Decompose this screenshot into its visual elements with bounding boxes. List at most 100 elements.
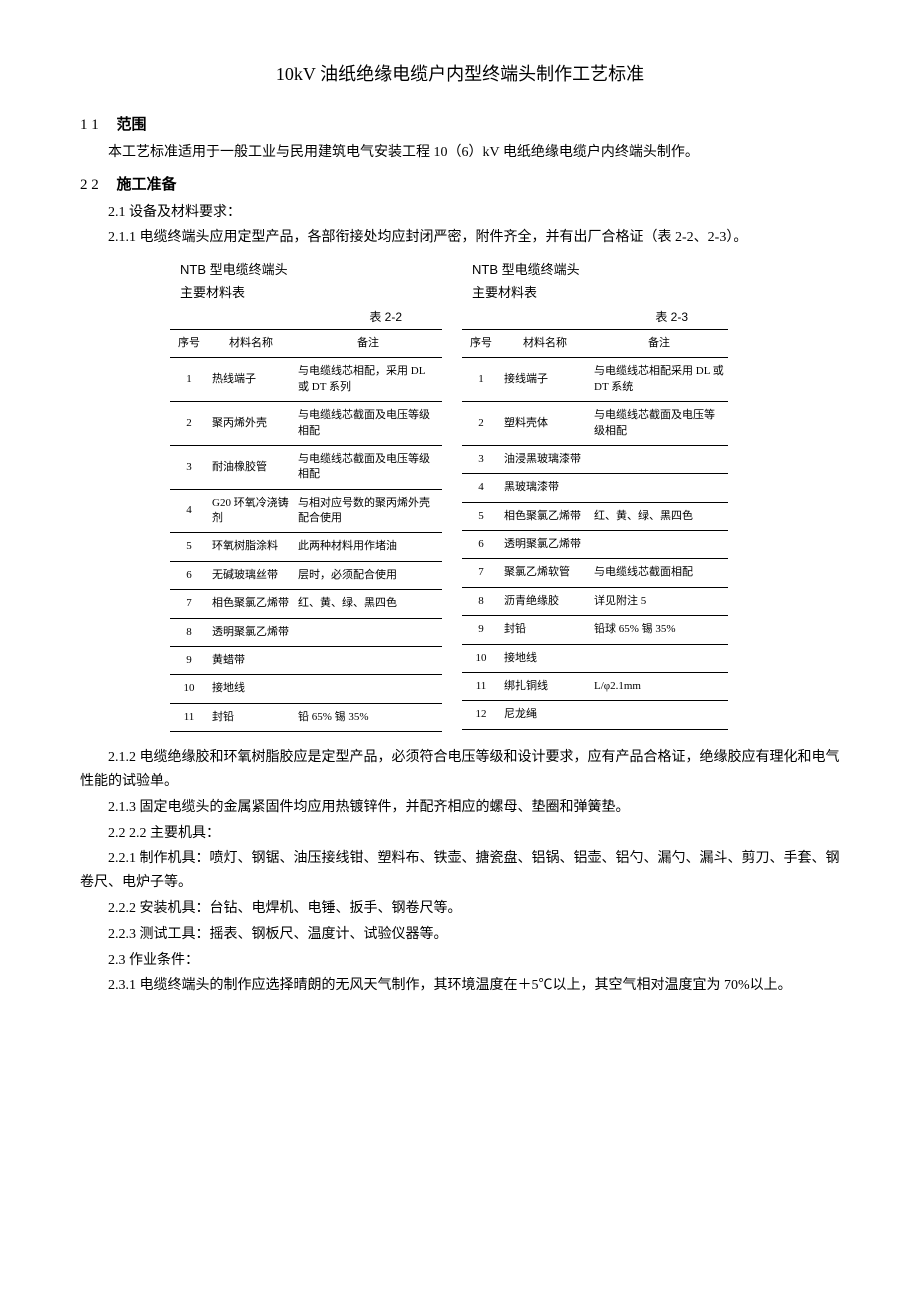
- table-cell-index: 6: [170, 561, 208, 589]
- table-cell-name: 接线端子: [500, 358, 590, 402]
- table-cell-index: 4: [462, 474, 500, 502]
- table-cell-name: 相色聚氯乙烯带: [500, 502, 590, 530]
- table-cell-index: 5: [170, 533, 208, 561]
- table-cell-index: 9: [170, 647, 208, 675]
- table-cell-note: 铅 65% 锡 35%: [294, 703, 442, 731]
- section-1-num: 1 1: [80, 117, 99, 133]
- table-cell-index: 6: [462, 531, 500, 559]
- table-header-cell: 序号: [170, 329, 208, 357]
- table-cell-name: 相色聚氯乙烯带: [208, 590, 294, 618]
- sec1-p1: 本工艺标准适用于一般工业与民用建筑电气安装工程 10（6）kV 电纸绝缘电缆户内…: [80, 141, 840, 165]
- post-p231: 2.3.1 电缆终端头的制作应选择晴朗的无风天气制作，其环境温度在＋5℃以上，其…: [80, 974, 840, 998]
- table-cell-index: 9: [462, 616, 500, 644]
- table-a-title: NTB 型电缆终端头: [180, 260, 442, 281]
- table-cell-index: 2: [170, 402, 208, 446]
- table-a: 序号 材料名称 备注 1热线端子与电缆线芯相配，采用 DL 或 DT 系列2聚丙…: [170, 329, 442, 732]
- table-row: 3耐油橡胶管与电缆线芯截面及电压等级相配: [170, 445, 442, 489]
- table-cell-note: 与电缆线芯截面相配: [590, 559, 728, 587]
- table-cell-index: 7: [170, 590, 208, 618]
- table-a-subtitle: 主要材料表: [180, 283, 442, 304]
- table-b-block: NTB 型电缆终端头 主要材料表 表 2-3 序号 材料名称 备注 1接线端子与…: [462, 260, 728, 732]
- table-cell-index: 3: [170, 445, 208, 489]
- table-row: 序号 材料名称 备注: [170, 329, 442, 357]
- table-row: 8透明聚氯乙烯带: [170, 618, 442, 646]
- table-cell-index: 11: [462, 673, 500, 701]
- tables-container: NTB 型电缆终端头 主要材料表 表 2-2 序号 材料名称 备注 1热线端子与…: [170, 260, 840, 732]
- table-cell-index: 2: [462, 402, 500, 446]
- table-cell-note: 与电缆线芯截面及电压等级相配: [590, 402, 728, 446]
- table-cell-name: 绑扎铜线: [500, 673, 590, 701]
- table-cell-index: 12: [462, 701, 500, 729]
- table-cell-index: 4: [170, 489, 208, 533]
- table-cell-name: 热线端子: [208, 358, 294, 402]
- table-cell-name: 尼龙绳: [500, 701, 590, 729]
- table-row: 4G20 环氧冷浇铸剂与相对应号数的聚丙烯外壳配合使用: [170, 489, 442, 533]
- table-row: 5相色聚氯乙烯带红、黄、绿、黑四色: [462, 502, 728, 530]
- table-cell-note: 与电缆线芯截面及电压等级相配: [294, 402, 442, 446]
- table-row: 7聚氯乙烯软管与电缆线芯截面相配: [462, 559, 728, 587]
- table-header-cell: 材料名称: [208, 329, 294, 357]
- table-row: 2聚丙烯外壳与电缆线芯截面及电压等级相配: [170, 402, 442, 446]
- table-row: 8沥青绝缘胶详见附注 5: [462, 587, 728, 615]
- table-row: 1接线端子与电缆线芯相配采用 DL 或 DT 系统: [462, 358, 728, 402]
- post-p23: 2.3 作业条件：: [80, 949, 840, 973]
- table-cell-name: 塑料壳体: [500, 402, 590, 446]
- post-p22: 2.2 2.2 主要机具：: [80, 822, 840, 846]
- table-cell-name: 聚丙烯外壳: [208, 402, 294, 446]
- table-cell-index: 10: [170, 675, 208, 703]
- table-cell-index: 8: [462, 587, 500, 615]
- table-cell-note: 红、黄、绿、黑四色: [294, 590, 442, 618]
- table-cell-note: 红、黄、绿、黑四色: [590, 502, 728, 530]
- table-row: 7相色聚氯乙烯带红、黄、绿、黑四色: [170, 590, 442, 618]
- table-cell-name: 封铅: [500, 616, 590, 644]
- table-cell-note: [590, 701, 728, 729]
- table-cell-note: [590, 644, 728, 672]
- table-cell-name: 接地线: [500, 644, 590, 672]
- sec2-p21: 2.1 设备及材料要求：: [80, 201, 840, 225]
- table-cell-note: [590, 474, 728, 502]
- table-row: 2塑料壳体与电缆线芯截面及电压等级相配: [462, 402, 728, 446]
- table-cell-index: 11: [170, 703, 208, 731]
- table-cell-index: 1: [170, 358, 208, 402]
- table-cell-name: 耐油橡胶管: [208, 445, 294, 489]
- table-cell-note: [294, 618, 442, 646]
- table-header-cell: 序号: [462, 329, 500, 357]
- table-cell-note: 此两种材料用作堵油: [294, 533, 442, 561]
- table-cell-name: 聚氯乙烯软管: [500, 559, 590, 587]
- table-row: 10接地线: [462, 644, 728, 672]
- table-cell-note: [590, 445, 728, 473]
- table-cell-note: [294, 647, 442, 675]
- table-row: 序号 材料名称 备注: [462, 329, 728, 357]
- post-p221: 2.2.1 制作机具：喷灯、钢锯、油压接线钳、塑料布、铁壶、搪瓷盘、铝锅、铝壶、…: [80, 847, 840, 895]
- table-b-title: NTB 型电缆终端头: [472, 260, 728, 281]
- table-header-cell: 材料名称: [500, 329, 590, 357]
- post-p212: 2.1.2 电缆绝缘胶和环氧树脂胶应是定型产品，必须符合电压等级和设计要求，应有…: [80, 746, 840, 794]
- table-cell-name: 无碱玻璃丝带: [208, 561, 294, 589]
- post-p223: 2.2.3 测试工具：摇表、钢板尺、温度计、试验仪器等。: [80, 923, 840, 947]
- table-a-caption: 表 2-2: [170, 308, 442, 327]
- table-cell-note: 与电缆线芯相配，采用 DL 或 DT 系列: [294, 358, 442, 402]
- table-cell-name: 环氧树脂涂料: [208, 533, 294, 561]
- table-cell-note: 与电缆线芯相配采用 DL 或 DT 系统: [590, 358, 728, 402]
- table-row: 9封铅铅球 65% 锡 35%: [462, 616, 728, 644]
- table-cell-name: 透明聚氯乙烯带: [208, 618, 294, 646]
- table-cell-name: 油浸黑玻璃漆带: [500, 445, 590, 473]
- table-b-caption: 表 2-3: [462, 308, 728, 327]
- section-2-header: 2 2 施工准备: [80, 173, 840, 197]
- table-row: 6无碱玻璃丝带层时，必须配合使用: [170, 561, 442, 589]
- table-cell-note: 层时，必须配合使用: [294, 561, 442, 589]
- table-cell-name: 封铅: [208, 703, 294, 731]
- table-cell-note: 铅球 65% 锡 35%: [590, 616, 728, 644]
- post-p222: 2.2.2 安装机具：台钻、电焊机、电锤、扳手、钢卷尺等。: [80, 897, 840, 921]
- post-p213: 2.1.3 固定电缆头的金属紧固件均应用热镀锌件，并配齐相应的螺母、垫圈和弹簧垫…: [80, 796, 840, 820]
- table-cell-index: 7: [462, 559, 500, 587]
- table-row: 5环氧树脂涂料此两种材料用作堵油: [170, 533, 442, 561]
- table-cell-note: L/φ2.1mm: [590, 673, 728, 701]
- table-cell-name: 黑玻璃漆带: [500, 474, 590, 502]
- section-1-label: 范围: [117, 117, 147, 133]
- sec2-p211: 2.1.1 电缆终端头应用定型产品，各部衔接处均应封闭严密，附件齐全，并有出厂合…: [80, 226, 840, 250]
- table-cell-note: 与电缆线芯截面及电压等级相配: [294, 445, 442, 489]
- table-cell-note: 与相对应号数的聚丙烯外壳配合使用: [294, 489, 442, 533]
- section-1-header: 1 1 范围: [80, 113, 840, 137]
- table-cell-index: 5: [462, 502, 500, 530]
